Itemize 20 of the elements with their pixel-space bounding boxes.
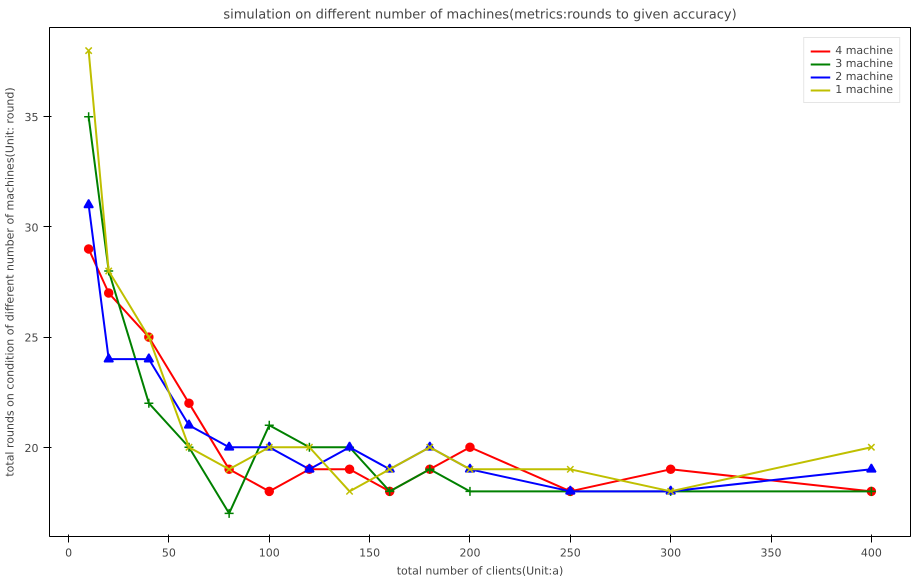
x-axis-title: total number of clients(Unit:a) (396, 564, 564, 578)
y-axis-title: total rounds on condition of different number of machines(Unit: round) (4, 87, 17, 477)
x-tick-label: 150 (359, 546, 380, 560)
x-tick-label: 400 (860, 546, 882, 560)
y-tick-label: 30 (24, 221, 39, 234)
y-tick-label: 20 (24, 442, 39, 455)
x-tick-label: 0 (65, 546, 72, 560)
legend-label: 1 machine (835, 83, 893, 96)
legend-label: 4 machine (835, 44, 893, 57)
x-tick-label: 300 (660, 546, 682, 560)
x-tick-label: 350 (760, 546, 782, 560)
legend-label: 2 machine (835, 70, 893, 83)
x-tick-label: 100 (258, 546, 280, 560)
legend-label: 3 machine (835, 57, 893, 70)
x-tick-label: 250 (560, 546, 581, 560)
x-tick-label: 50 (162, 546, 176, 560)
x-tick-label: 200 (459, 546, 480, 560)
chart-title: simulation on different number of machines(metrics:rounds to given accuracy) (223, 8, 737, 22)
y-tick-label: 35 (24, 111, 39, 124)
y-tick-label: 25 (24, 332, 39, 345)
